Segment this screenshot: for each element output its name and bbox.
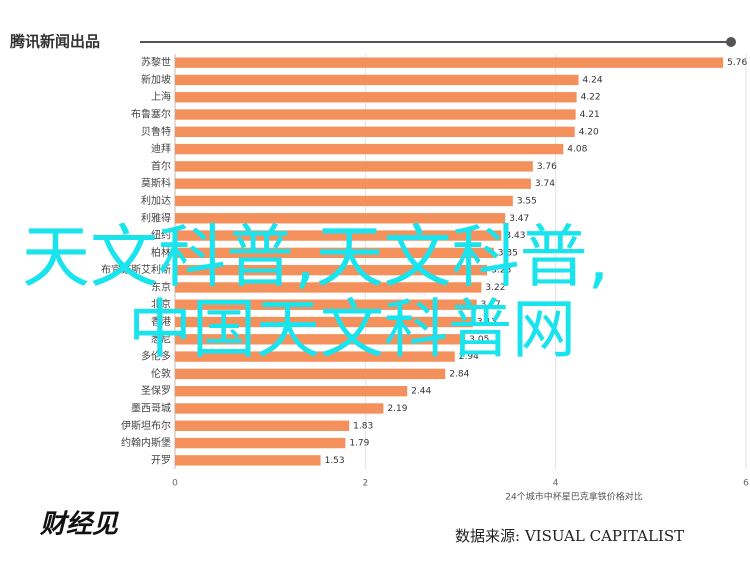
header-dot: [726, 37, 736, 47]
y-tick-label: 布宜诺斯艾利斯: [101, 263, 171, 276]
value-label: 4.20: [579, 127, 599, 137]
bar: [175, 109, 576, 120]
bar: [175, 126, 575, 137]
value-label: 3.35: [498, 248, 518, 258]
y-tick-label: 柏林: [151, 246, 171, 259]
y-tick-label: 悉尼: [151, 333, 171, 345]
value-label: 3.47: [509, 214, 529, 224]
y-tick-label: 莫斯科: [141, 177, 171, 190]
value-label: 3.55: [517, 196, 537, 206]
value-label: 3.13: [477, 318, 497, 328]
x-tick-label: 0: [172, 479, 178, 489]
bar: [175, 230, 502, 241]
y-tick-label: 利加达: [141, 195, 171, 207]
value-label: 3.74: [535, 179, 555, 189]
value-label: 3.22: [485, 283, 505, 293]
y-tick-label: 开罗: [151, 454, 171, 466]
y-tick-label: 多伦多: [141, 350, 171, 363]
bar: [175, 282, 482, 293]
bar: [175, 351, 455, 362]
y-tick-label: 约翰内斯堡: [121, 436, 171, 449]
value-label: 3.76: [537, 162, 557, 172]
source: 数据来源: VISUAL CAPITALIST: [455, 527, 684, 545]
bar: [175, 213, 506, 224]
overlay-text: 天文科普,天文科普,: [22, 219, 609, 298]
bar: [175, 437, 346, 449]
y-tick-label: 香港: [151, 316, 171, 328]
y-tick-label: 首尔: [151, 159, 171, 172]
bar: [175, 368, 446, 380]
value-label: 4.24: [583, 75, 603, 85]
y-tick-label: 上海: [151, 90, 171, 103]
value-label: 2.44: [411, 387, 431, 397]
bar: [175, 178, 531, 189]
bar: [175, 316, 473, 328]
plot: 0 2 4 6 苏黎世 5.76 新加坡 4.24 上海 4.22 布鲁塞尔 4.21 贝鲁特 4.20 迪…: [101, 54, 749, 489]
bar: [175, 299, 477, 310]
logo: 腾讯新闻出品: [9, 33, 100, 51]
x-axis-label: 24个城市中杯星巴克拿铁价格对比: [505, 491, 642, 503]
value-label: 2.94: [459, 352, 479, 362]
y-tick-label: 迪拜: [151, 143, 171, 155]
value-label: 2.19: [387, 404, 407, 414]
y-tick-label: 东京: [151, 280, 171, 293]
bar: [175, 420, 350, 431]
bar: [175, 92, 577, 103]
value-label: 3.05: [469, 335, 489, 345]
bar: [175, 334, 466, 345]
y-tick-label: 纽约: [151, 229, 171, 242]
bar: [175, 386, 408, 397]
y-tick-label: 圣保罗: [141, 384, 171, 397]
value-label: 4.22: [581, 93, 601, 103]
bar: [175, 264, 488, 276]
y-tick-label: 布鲁塞尔: [131, 108, 171, 121]
y-tick-label: 贝鲁特: [141, 125, 171, 138]
value-label: 1.83: [353, 421, 373, 431]
bar: [175, 247, 494, 259]
y-tick-label: 新加坡: [141, 73, 171, 86]
bar: [175, 161, 533, 172]
value-label: 1.79: [349, 439, 369, 449]
value-label: 3.43: [505, 231, 525, 241]
bar: [175, 74, 579, 86]
y-tick-label: 苏黎世: [141, 56, 171, 69]
value-label: 5.76: [727, 58, 747, 68]
value-label: 3.17: [481, 300, 501, 310]
value-label: 1.53: [325, 456, 345, 466]
value-label: 4.08: [567, 145, 587, 155]
bar: [175, 403, 384, 414]
bar: [175, 455, 321, 466]
bar: [175, 57, 724, 68]
y-tick-label: 利雅得: [141, 211, 171, 224]
overlay-text: 中国天文科普网: [128, 294, 576, 368]
value-label: 4.21: [580, 110, 600, 120]
y-tick-label: 北京: [151, 298, 171, 311]
x-tick-label: 6: [743, 479, 749, 489]
bar: [175, 143, 564, 155]
brand: 财经见: [39, 510, 119, 540]
y-tick-label: 伊斯坦布尔: [121, 419, 171, 432]
y-tick-label: 伦敦: [151, 367, 171, 380]
x-tick-label: 2: [362, 479, 368, 489]
bar: [175, 195, 513, 207]
y-tick-label: 墨西哥城: [131, 402, 171, 414]
value-label: 2.84: [449, 369, 469, 379]
value-label: 3.28: [491, 266, 511, 276]
x-tick-label: 4: [553, 479, 559, 489]
